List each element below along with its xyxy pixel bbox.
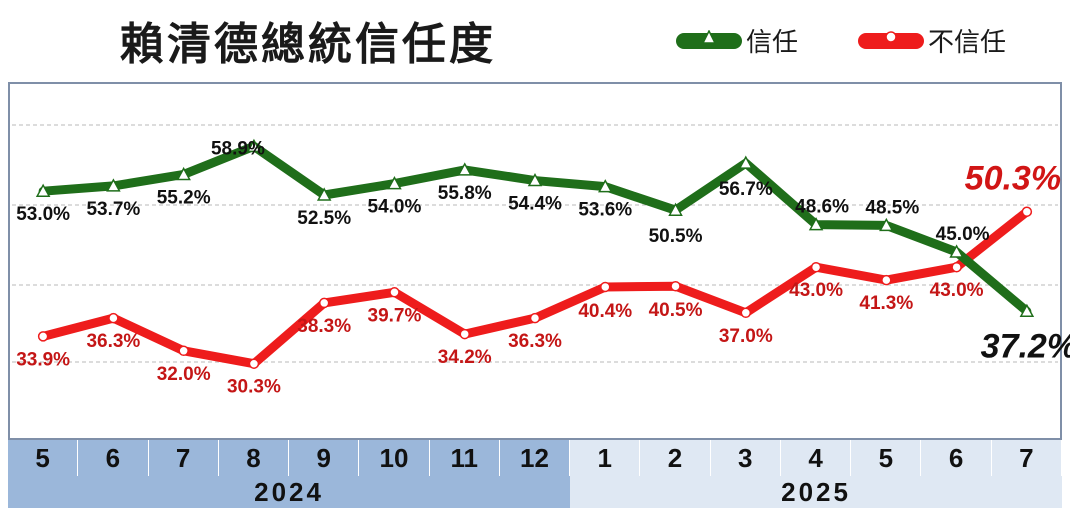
chart-title: 賴清德總統信任度	[120, 19, 496, 70]
month-tick-label: 6	[78, 440, 149, 476]
month-tick-label: 5	[8, 440, 79, 476]
legend-trust: 信任	[676, 22, 798, 59]
month-tick-label: 3	[710, 440, 781, 476]
month-tick-label: 8	[218, 440, 290, 476]
legend-trust-label: 信任	[746, 28, 799, 58]
month-tick-label: 11	[429, 440, 500, 476]
month-axis: 5 6 7 8 9 10 11 12 1 2 3 4 5 6 7	[8, 440, 1062, 476]
year-label: 2024	[8, 476, 571, 508]
legend-distrust-swatch	[858, 30, 924, 49]
month-tick-label: 12	[499, 440, 571, 476]
year-axis: 2024 2025	[8, 476, 1062, 508]
year-label: 2025	[570, 476, 1062, 508]
month-tick-label: 1	[570, 440, 641, 476]
triangle-marker-icon	[702, 29, 716, 44]
month-tick-label: 7	[148, 440, 219, 476]
legend-trust-swatch	[676, 29, 742, 49]
legend-distrust-label: 不信任	[928, 28, 1007, 58]
plot-frame	[8, 82, 1062, 440]
circle-marker-icon	[885, 30, 897, 43]
month-tick-label: 4	[780, 440, 852, 476]
month-tick-label: 2	[640, 440, 711, 476]
legend-distrust: 不信任	[858, 22, 1006, 59]
month-tick-label: 7	[991, 440, 1062, 476]
month-tick-label: 10	[359, 440, 430, 476]
month-tick-label: 6	[921, 440, 992, 476]
month-tick-label: 5	[851, 440, 922, 476]
month-tick-label: 9	[289, 440, 360, 476]
